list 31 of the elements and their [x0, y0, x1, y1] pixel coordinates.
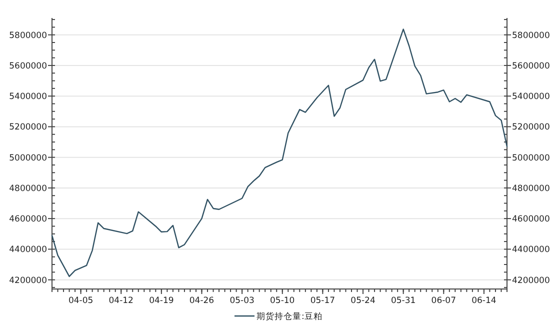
- y2-tick-label: 5000000: [512, 153, 550, 164]
- line-series: [51, 28, 508, 278]
- y2-tick-label: 4200000: [512, 276, 550, 286]
- x-tick-label: 04-19: [149, 296, 174, 306]
- y-tick-label: 4800000: [9, 184, 47, 194]
- y-tick-label: 4200000: [9, 276, 47, 286]
- legend-label: 期货持仓量:豆粕: [256, 311, 322, 322]
- x-tick-label: 04-12: [108, 296, 134, 306]
- y2-tick-label: 5600000: [512, 61, 550, 72]
- y-tick-label: 5000000: [9, 153, 47, 164]
- y2-tick-label: 5400000: [512, 92, 550, 102]
- y2-tick-label: 4600000: [512, 214, 550, 225]
- x-tick-label: 05-03: [230, 296, 254, 306]
- x-tick-label: 06-14: [472, 296, 496, 306]
- x-tick-label: 05-24: [350, 296, 376, 306]
- y2-tick-label: 4800000: [512, 184, 550, 194]
- x-tick-label: 05-10: [270, 296, 295, 306]
- y2-tick-label: 5800000: [512, 30, 550, 41]
- x-tick-label: 04-26: [189, 296, 214, 306]
- x-tick-label: 06-07: [431, 296, 456, 306]
- y-tick-label: 5600000: [9, 61, 47, 72]
- x-tick-label: 04-05: [68, 296, 94, 306]
- y-tick-label: 4400000: [9, 245, 47, 256]
- x-tick-label: 05-17: [310, 296, 336, 306]
- y2-tick-label: 4400000: [512, 245, 550, 256]
- y-tick-label: 4600000: [9, 214, 47, 225]
- y2-tick-label: 5200000: [512, 122, 550, 133]
- y-tick-label: 5800000: [9, 30, 47, 41]
- x-tick-label: 05-31: [390, 296, 416, 306]
- y-tick-label: 5400000: [9, 92, 47, 102]
- y-tick-label: 5200000: [9, 122, 47, 133]
